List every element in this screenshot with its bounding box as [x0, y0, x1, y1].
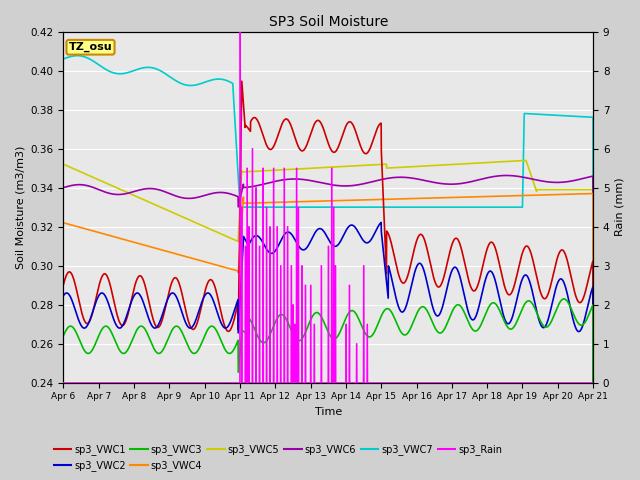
sp3_VWC6 [579, 176, 587, 181]
sp3_VWC5 [579, 187, 587, 192]
sp3_VWC2 [152, 325, 159, 331]
sp3_VWC7 [60, 56, 67, 62]
sp3_VWC7 [263, 204, 271, 210]
Line: sp3_VWC6: sp3_VWC6 [63, 176, 593, 480]
sp3_VWC1 [263, 143, 271, 148]
sp3_VWC1 [120, 322, 127, 328]
sp3_VWC2 [285, 229, 293, 235]
Y-axis label: Rain (mm): Rain (mm) [615, 178, 625, 237]
sp3_VWC3 [285, 323, 293, 329]
sp3_VWC4 [285, 199, 293, 205]
Line: sp3_VWC4: sp3_VWC4 [63, 193, 593, 480]
sp3_VWC1 [286, 120, 294, 125]
sp3_VWC2 [262, 246, 270, 252]
sp3_VWC3 [152, 348, 159, 354]
sp3_VWC6 [262, 180, 270, 186]
sp3_VWC4 [120, 237, 127, 242]
sp3_VWC7 [120, 71, 128, 76]
sp3_VWC4 [262, 200, 270, 205]
sp3_VWC6 [502, 173, 510, 179]
sp3_VWC4 [579, 191, 586, 197]
sp3_VWC6 [285, 176, 293, 182]
Line: sp3_VWC1: sp3_VWC1 [63, 81, 593, 480]
sp3_VWC4 [522, 192, 529, 198]
sp3_VWC5 [152, 202, 159, 208]
sp3_VWC5 [285, 167, 293, 172]
sp3_VWC5 [522, 157, 529, 163]
Line: sp3_VWC5: sp3_VWC5 [63, 160, 593, 480]
sp3_VWC2 [579, 323, 587, 328]
Line: sp3_VWC3: sp3_VWC3 [63, 299, 593, 480]
sp3_VWC1 [579, 296, 587, 302]
sp3_VWC5 [120, 188, 127, 194]
sp3_VWC6 [152, 186, 159, 192]
sp3_VWC4 [152, 245, 159, 251]
sp3_VWC1 [152, 322, 159, 328]
sp3_VWC5 [262, 168, 270, 174]
sp3_VWC6 [60, 185, 67, 191]
sp3_VWC2 [60, 293, 67, 299]
sp3_VWC3 [522, 300, 529, 306]
Y-axis label: Soil Moisture (m3/m3): Soil Moisture (m3/m3) [15, 145, 25, 269]
sp3_VWC7 [74, 53, 81, 59]
sp3_VWC1 [60, 282, 67, 288]
Title: SP3 Soil Moisture: SP3 Soil Moisture [269, 15, 388, 29]
sp3_VWC4 [589, 191, 596, 196]
sp3_VWC5 [60, 161, 67, 167]
sp3_VWC5 [522, 157, 530, 163]
sp3_VWC2 [120, 321, 127, 326]
sp3_VWC3 [60, 333, 67, 339]
sp3_VWC3 [262, 338, 270, 344]
sp3_VWC7 [522, 111, 530, 117]
Legend: sp3_VWC1, sp3_VWC2, sp3_VWC3, sp3_VWC4, sp3_VWC5, sp3_VWC6, sp3_VWC7, sp3_Rain: sp3_VWC1, sp3_VWC2, sp3_VWC3, sp3_VWC4, … [50, 441, 506, 475]
Line: sp3_VWC2: sp3_VWC2 [63, 223, 593, 480]
sp3_VWC6 [522, 175, 530, 180]
sp3_VWC3 [120, 350, 127, 356]
sp3_VWC4 [60, 220, 67, 226]
sp3_VWC6 [120, 191, 127, 197]
sp3_VWC3 [560, 296, 568, 302]
sp3_VWC7 [286, 204, 294, 210]
Line: sp3_VWC7: sp3_VWC7 [63, 56, 593, 480]
X-axis label: Time: Time [315, 407, 342, 417]
sp3_VWC1 [522, 243, 530, 249]
sp3_VWC2 [522, 272, 530, 278]
sp3_VWC1 [238, 78, 246, 84]
sp3_VWC7 [579, 114, 587, 120]
Text: TZ_osu: TZ_osu [68, 42, 113, 52]
sp3_VWC7 [152, 66, 159, 72]
sp3_VWC3 [579, 322, 587, 328]
sp3_VWC2 [378, 220, 385, 226]
